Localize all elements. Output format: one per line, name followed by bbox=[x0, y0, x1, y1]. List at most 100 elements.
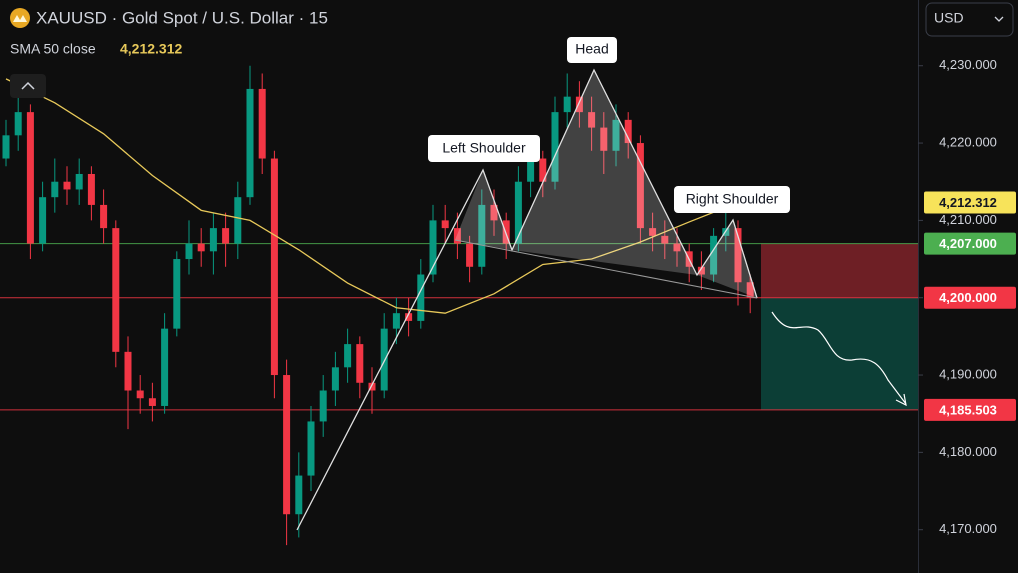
symbol-icon-glyph bbox=[13, 15, 27, 22]
annotation: Left Shoulder bbox=[442, 140, 526, 156]
candle-body bbox=[649, 228, 657, 236]
dropdown-caret bbox=[994, 16, 1004, 22]
candle-body bbox=[295, 475, 303, 515]
candle-body bbox=[173, 259, 181, 329]
candle-body bbox=[307, 421, 315, 476]
annotation: Head bbox=[575, 41, 608, 57]
candle-body bbox=[588, 112, 596, 128]
candle-body bbox=[258, 88, 266, 159]
candle-body bbox=[600, 127, 608, 151]
candle-body bbox=[453, 228, 461, 244]
candle-body bbox=[673, 243, 681, 252]
candle-body bbox=[26, 112, 34, 244]
candle-body bbox=[356, 344, 364, 383]
price-axis: 4,170.000 4,180.000 4,190.000 4,200.000 4,21… bbox=[918, 57, 1016, 536]
candle-body bbox=[124, 351, 132, 391]
stop-zone bbox=[761, 243, 918, 298]
candle-body bbox=[368, 382, 376, 391]
candle-body bbox=[319, 390, 327, 422]
candle-body bbox=[148, 398, 156, 406]
symbol-title: XAUUSD · Gold Spot / U.S. Dollar · 15 bbox=[36, 8, 328, 27]
candle-body bbox=[197, 243, 205, 252]
symbol-icon bbox=[10, 8, 30, 28]
candle-body bbox=[417, 274, 425, 321]
collapse-button[interactable] bbox=[10, 74, 46, 98]
sma-line bbox=[5, 78, 739, 314]
candle-body bbox=[14, 112, 22, 136]
candle-body bbox=[63, 181, 71, 190]
candle-body bbox=[612, 119, 620, 151]
projection-arrow bbox=[771, 311, 907, 407]
candle-body bbox=[624, 119, 632, 144]
candle-body bbox=[441, 220, 449, 229]
indicator-name: SMA 50 close bbox=[10, 41, 96, 57]
candle-body bbox=[100, 204, 108, 229]
candle-body bbox=[283, 375, 291, 515]
label-box bbox=[428, 135, 540, 162]
candle-body bbox=[527, 158, 535, 182]
candle-body bbox=[551, 112, 559, 182]
candle-body bbox=[502, 220, 510, 244]
candle-body bbox=[87, 173, 95, 205]
candle-body bbox=[222, 228, 230, 244]
y-tick-label: 4,190.000 bbox=[939, 366, 997, 381]
level-badge bbox=[924, 398, 1016, 421]
candle-body bbox=[575, 96, 583, 113]
candle-body bbox=[246, 88, 254, 198]
annotation: Right Shoulder bbox=[686, 191, 779, 207]
neckline bbox=[454, 239, 758, 299]
pattern-line bbox=[296, 68, 758, 531]
candle-body bbox=[39, 197, 47, 244]
candle-body bbox=[51, 181, 59, 198]
candle-body bbox=[734, 228, 742, 283]
candle-body bbox=[161, 328, 169, 406]
candle-body bbox=[136, 390, 144, 399]
candle-body bbox=[185, 243, 193, 260]
sma-badge-label: 4,212.312 bbox=[939, 195, 997, 210]
candle-body bbox=[2, 135, 10, 159]
right-shoulder-shape bbox=[697, 220, 757, 298]
candle-body bbox=[539, 158, 547, 182]
y-tick-label: 4,180.000 bbox=[939, 444, 997, 459]
candle-body bbox=[514, 181, 522, 244]
plot-area bbox=[0, 65, 918, 546]
candle-body bbox=[75, 173, 83, 190]
annotation-labels: Left Shoulder Head Right Shoulder bbox=[428, 37, 790, 213]
level-badge bbox=[924, 286, 1016, 309]
candle-body bbox=[209, 228, 217, 252]
candle-body bbox=[234, 197, 242, 244]
label-box bbox=[674, 186, 790, 213]
indicator-value: 4,212.312 bbox=[120, 41, 182, 57]
candle-body bbox=[405, 313, 413, 321]
target-zone bbox=[761, 297, 918, 410]
y-tick-label: 4,170.000 bbox=[939, 521, 997, 536]
candle-body bbox=[270, 158, 278, 376]
currency-label: USD bbox=[934, 10, 964, 26]
header: XAUUSD · Gold Spot / U.S. Dollar · 15 SM… bbox=[10, 2, 1014, 98]
candle-body bbox=[710, 235, 718, 275]
y-tick-label: 4,230.000 bbox=[939, 57, 997, 72]
candle-body bbox=[344, 344, 352, 368]
y-tick-label: 4,210.000 bbox=[939, 212, 997, 227]
head-shape bbox=[512, 70, 697, 275]
candle-body bbox=[380, 328, 388, 391]
sma-badge bbox=[924, 191, 1016, 214]
candle-body bbox=[697, 266, 705, 275]
candle-body bbox=[392, 313, 400, 329]
candle-body bbox=[746, 282, 754, 298]
label-box bbox=[567, 37, 617, 63]
left-shoulder-shape bbox=[455, 170, 512, 250]
candle-body bbox=[490, 204, 498, 221]
candle-body bbox=[112, 228, 120, 352]
collapse-icon bbox=[21, 81, 35, 90]
candle-body bbox=[466, 243, 474, 267]
candle-body bbox=[478, 204, 486, 267]
candle-body bbox=[429, 220, 437, 275]
level-badge-label: 4,200.000 bbox=[939, 290, 997, 305]
currency-dropdown[interactable] bbox=[925, 2, 1014, 37]
candle-body bbox=[661, 235, 669, 244]
candle-body bbox=[563, 96, 571, 113]
